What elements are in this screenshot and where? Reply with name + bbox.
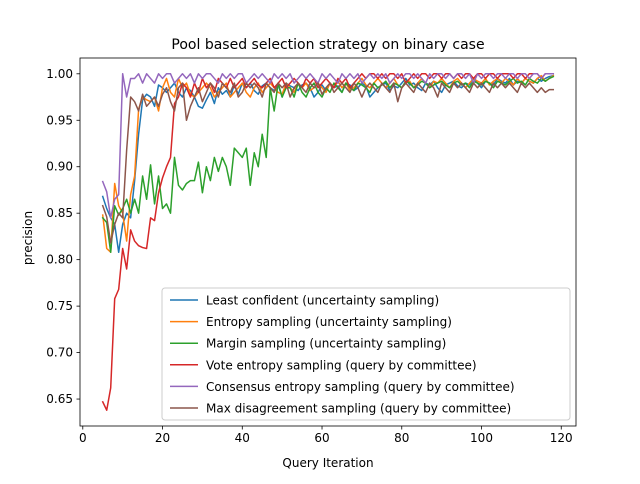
y-tick-label: 0.70 [46,346,73,360]
y-axis: 0.65 0.70 0.75 0.80 0.85 0.90 0.95 1.00 [46,67,80,406]
series-line-3 [101,75,555,253]
y-tick-label: 0.85 [46,206,73,220]
x-tick-label: 80 [394,431,409,445]
legend-label-6: Max disagreement sampling (query by comm… [206,402,511,416]
x-tick-label: 100 [470,431,493,445]
x-tick-label: 0 [79,431,87,445]
y-tick-label: 0.65 [46,392,73,406]
plot-frame [79,57,577,427]
x-tick-label: 60 [314,431,329,445]
series-line-5 [101,73,555,219]
plot-area [101,73,555,411]
x-axis-label: Query Iteration [282,456,373,470]
y-tick-label: 1.00 [46,67,73,81]
legend-box [161,287,571,421]
y-tick-label: 0.95 [46,113,73,127]
legend-label-5: Consensus entropy sampling (query by com… [206,380,515,394]
series-line-2 [101,74,555,253]
legend: Least confident (uncertainty sampling) En… [161,287,571,421]
legend-label-3: Margin sampling (uncertainty sampling) [206,337,446,351]
y-tick-label: 0.90 [46,160,73,174]
x-tick-label: 120 [550,431,573,445]
y-tick-label: 0.75 [46,299,73,313]
legend-label-2: Entropy sampling (uncertainty sampling) [206,315,452,329]
y-axis-label: precision [21,211,35,265]
legend-label-1: Least confident (uncertainty sampling) [206,294,439,308]
x-axis: 0 20 40 60 80 100 120 [79,426,573,445]
y-tick-label: 0.80 [46,253,73,267]
x-tick-label: 20 [155,431,170,445]
x-tick-label: 40 [235,431,250,445]
legend-label-4: Vote entropy sampling (query by committe… [206,358,477,372]
chart-title: Pool based selection strategy on binary … [171,37,484,53]
series-line-6 [101,82,555,244]
